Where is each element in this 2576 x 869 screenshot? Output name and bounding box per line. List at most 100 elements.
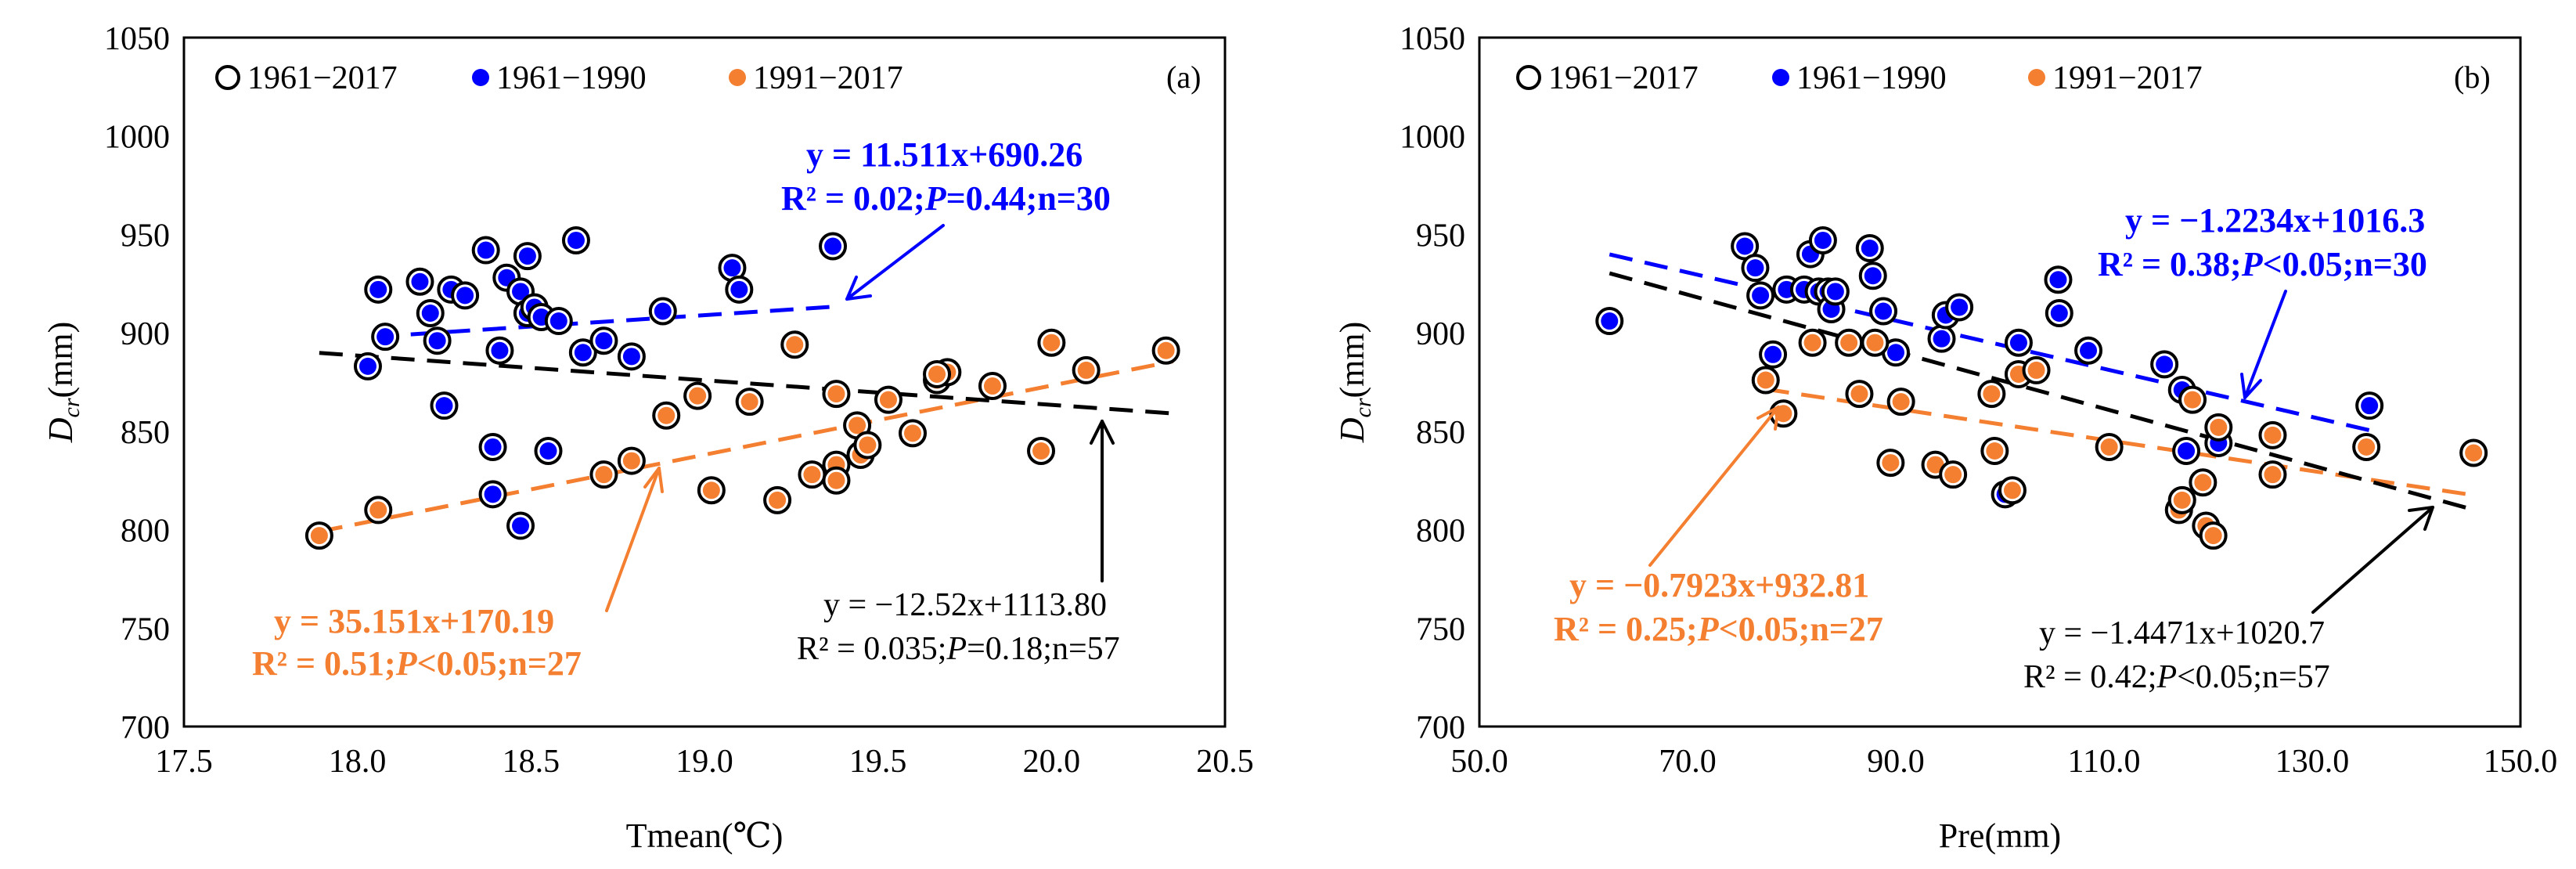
trend-line [1609, 271, 2474, 512]
point-fill [1864, 267, 1882, 285]
point-fill [1746, 259, 1764, 277]
y-tick-label: 800 [121, 514, 170, 550]
data-point [2355, 391, 2384, 420]
data-point [697, 476, 726, 505]
data-point [2189, 468, 2218, 497]
data-point [725, 275, 754, 304]
y-tick-label: 1050 [1400, 21, 1465, 57]
panel-a-x-axis-label: Tmean(℃) [626, 817, 784, 855]
data-point [1977, 380, 2006, 409]
data-point [1939, 460, 1968, 489]
data-point [1798, 328, 1827, 357]
point-fill [824, 237, 842, 255]
x-tick-label: 18.5 [503, 744, 560, 780]
panel-b-equation-all: y = −1.4471x+1020.7 R² = 0.42;P<0.05;n=5… [2023, 615, 2330, 695]
data-point [1980, 437, 2009, 465]
point-fill [1875, 302, 1893, 320]
point-fill [769, 491, 787, 509]
panel-b-legend: 1961−2017 1961−1990 1991−2017 [1516, 60, 2203, 96]
data-point [617, 446, 646, 475]
panel-a-y-tick-labels: 700 750 800 850 900 950 1000 1050 [104, 21, 170, 746]
data-point [304, 521, 333, 550]
data-point [1037, 328, 1066, 357]
data-point [1759, 340, 1788, 369]
point-fill [1814, 231, 1832, 249]
stats-suffix: <0.05;n=27 [417, 644, 582, 683]
data-point [478, 480, 507, 509]
panel-b-y-tick-labels: 700 750 800 850 900 950 1000 1050 [1400, 21, 1465, 746]
x-tick-label: 70.0 [1659, 744, 1717, 780]
point-fill [689, 387, 707, 405]
point-fill [1850, 385, 1868, 403]
data-point [1882, 338, 1910, 367]
panel-a-equation-late: y = 35.151x+170.19 R² = 0.51;P<0.05;n=27 [252, 602, 582, 683]
point-fill [310, 527, 328, 545]
data-point [652, 401, 681, 430]
data-point [506, 511, 535, 540]
point-fill [435, 397, 453, 415]
data-point [430, 391, 459, 420]
data-point [798, 460, 827, 489]
point-fill [428, 332, 446, 350]
equation-text: y = −12.52x+1113.80 [823, 587, 1107, 623]
point-fill [740, 393, 758, 411]
stats-text: R² = 0.02;P=0.44;n=30 [781, 179, 1111, 218]
data-point [534, 437, 563, 465]
point-fill [1043, 334, 1061, 352]
point-fill [1032, 442, 1050, 460]
panel-b-plot-frame [1478, 36, 2522, 728]
data-point [1927, 324, 1956, 353]
x-tick-label: 50.0 [1450, 744, 1508, 780]
point-fill [1840, 334, 1858, 352]
point-fill [2264, 426, 2282, 444]
data-point [735, 388, 764, 416]
data-point [1821, 277, 1850, 306]
arrow-early [845, 224, 945, 301]
point-fill [2156, 355, 2174, 373]
panel-a-legend: 1961−2017 1961−1990 1991−2017 [215, 60, 903, 96]
point-fill [518, 247, 536, 265]
data-point [2459, 438, 2488, 467]
point-fill [2173, 491, 2191, 509]
data-point [1876, 449, 1905, 478]
point-fill [2184, 391, 2202, 409]
stats-p: P [395, 644, 418, 683]
arrow-early [2240, 290, 2287, 399]
data-point [353, 352, 382, 380]
point-fill [2264, 466, 2282, 484]
data-point [423, 326, 452, 355]
panel-a-label: (a) [1166, 59, 1201, 95]
data-point [589, 326, 618, 355]
legend-late-marker [2028, 69, 2045, 86]
panel-a-plot-frame [182, 36, 1227, 728]
stats-text: R² = 0.25;P<0.05;n=27 [1554, 610, 1883, 648]
legend-ring-label: 1961−2017 [1548, 60, 1699, 96]
point-fill [1944, 466, 1962, 484]
data-point [2204, 413, 2233, 442]
y-label-unit: (mm) [41, 322, 80, 398]
point-fill [595, 332, 613, 350]
data-point [416, 299, 445, 327]
point-fill [879, 391, 897, 409]
legend-late-marker [729, 69, 746, 86]
x-tick-label: 130.0 [2275, 744, 2350, 780]
legend-late-label: 1991−2017 [753, 60, 903, 96]
point-fill [1752, 287, 1770, 305]
data-point [405, 267, 434, 296]
point-fill [1803, 334, 1821, 352]
x-tick-label: 20.0 [1023, 744, 1081, 780]
data-point [451, 281, 480, 310]
y-tick-label: 750 [1416, 611, 1465, 647]
x-tick-label: 19.0 [676, 744, 733, 780]
panel-a-y-axis-label: Dcr(mm) [41, 322, 85, 444]
y-label-sub: cr [1350, 398, 1376, 417]
point-fill [1926, 456, 1944, 474]
data-point [1861, 328, 1890, 357]
data-point [1741, 254, 1770, 283]
point-fill [1736, 237, 1754, 255]
data-point [364, 275, 393, 304]
x-tick-label: 17.5 [155, 744, 213, 780]
data-point [471, 236, 500, 265]
